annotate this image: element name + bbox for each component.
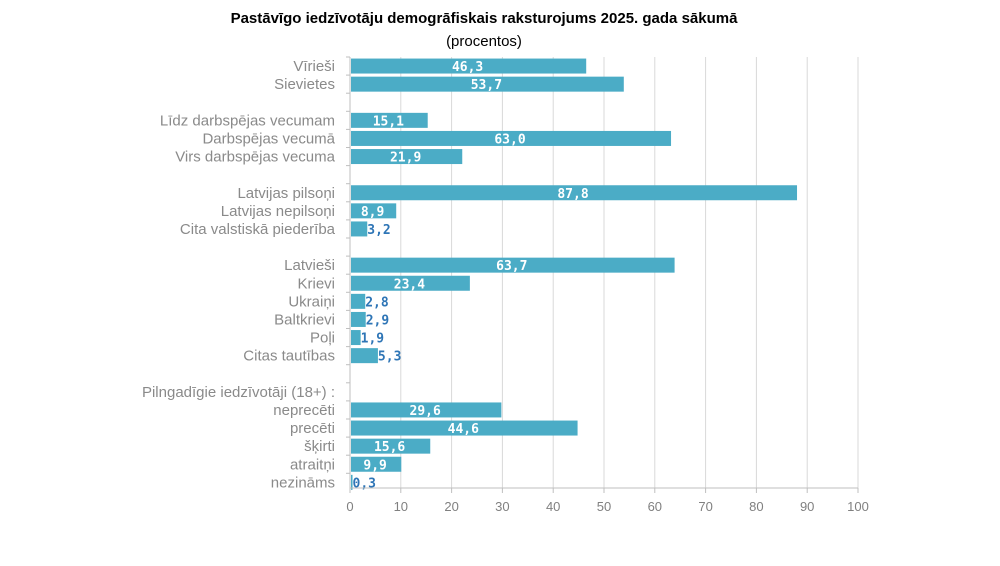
bar (351, 402, 502, 418)
data-label: 2,8 (365, 295, 389, 310)
category-label: atraitņi (290, 456, 335, 473)
data-label: 0,3 (353, 476, 376, 491)
bar (351, 456, 402, 472)
bar (351, 293, 366, 309)
x-tick-label: 50 (597, 499, 611, 514)
x-tick-label: 80 (749, 499, 763, 514)
category-label: Līdz darbspējas vecumam (160, 112, 335, 129)
data-label: 53,7 (471, 78, 502, 93)
x-tick-label: 90 (800, 499, 814, 514)
data-label: 2,9 (366, 313, 389, 328)
data-label: 8,9 (361, 205, 384, 220)
data-label: 15,1 (373, 114, 404, 129)
bar (351, 112, 428, 128)
category-label: Virs darbspējas vecuma (175, 149, 335, 166)
category-label: Krievi (297, 275, 335, 292)
data-label: 44,6 (448, 422, 479, 437)
data-label: 5,3 (378, 350, 401, 365)
bar (351, 348, 378, 364)
category-label: Citas tautības (243, 348, 335, 365)
category-label: Latvieši (284, 257, 335, 274)
category-label: Cita valstiskā piederība (180, 221, 336, 238)
bar (351, 275, 470, 291)
data-label: 46,3 (452, 60, 483, 75)
x-tick-label: 100 (847, 499, 869, 514)
data-label: 87,8 (557, 187, 588, 202)
bar (351, 221, 368, 237)
category-label: Sievietes (274, 76, 335, 93)
bar (351, 58, 587, 74)
x-tick-label: 10 (394, 499, 408, 514)
chart-subtitle: (procentos) (446, 33, 522, 50)
bar (351, 149, 463, 165)
bar (351, 257, 675, 273)
category-label: Baltkrievi (274, 311, 335, 328)
data-label: 9,9 (363, 458, 386, 473)
category-label: Latvijas pilsoņi (237, 185, 335, 202)
bars: 46,3 53,7 15,1 63,0 21,9 87,8 8,9 3,2 63,7 23,4 2,… (351, 58, 798, 491)
category-label: nezināms (271, 474, 335, 491)
bar (351, 203, 397, 219)
bar (351, 330, 361, 346)
bar (351, 420, 578, 436)
category-label: Latvijas nepilsoņi (221, 203, 335, 220)
data-label: 15,6 (374, 440, 405, 455)
x-axis: 0 10 20 30 40 50 60 70 80 90 100 (346, 56, 869, 514)
chart-title: Pastāvīgo iedzīvotāju demogrāfiskais rak… (230, 10, 738, 27)
x-tick-label: 30 (495, 499, 509, 514)
data-label: 1,9 (361, 332, 384, 347)
data-label: 21,9 (390, 151, 421, 166)
category-label: Pilngadīgie iedzīvotāji (18+) : (142, 384, 335, 401)
data-label: 63,0 (494, 132, 525, 147)
data-label: 23,4 (394, 277, 425, 292)
bar (351, 474, 353, 490)
x-tick-label: 70 (698, 499, 712, 514)
data-label: 63,7 (496, 259, 527, 274)
x-tick-label: 60 (648, 499, 662, 514)
category-label: neprecēti (273, 402, 335, 419)
x-tick-label: 0 (346, 499, 353, 514)
category-label: šķirti (304, 438, 335, 455)
x-tick-label: 40 (546, 499, 560, 514)
data-label: 29,6 (410, 404, 441, 419)
category-label: precēti (290, 420, 335, 437)
category-label: Vīrieši (293, 58, 335, 75)
bar (351, 311, 366, 327)
data-label: 3,2 (367, 223, 390, 238)
bar (351, 185, 798, 201)
category-label: Ukraiņi (288, 293, 335, 310)
x-tick-label: 20 (444, 499, 458, 514)
category-label: Darbspējas vecumā (202, 130, 335, 147)
bar (351, 438, 431, 454)
bar (351, 130, 672, 146)
bar (351, 76, 624, 92)
category-label: Poļi (310, 330, 335, 347)
